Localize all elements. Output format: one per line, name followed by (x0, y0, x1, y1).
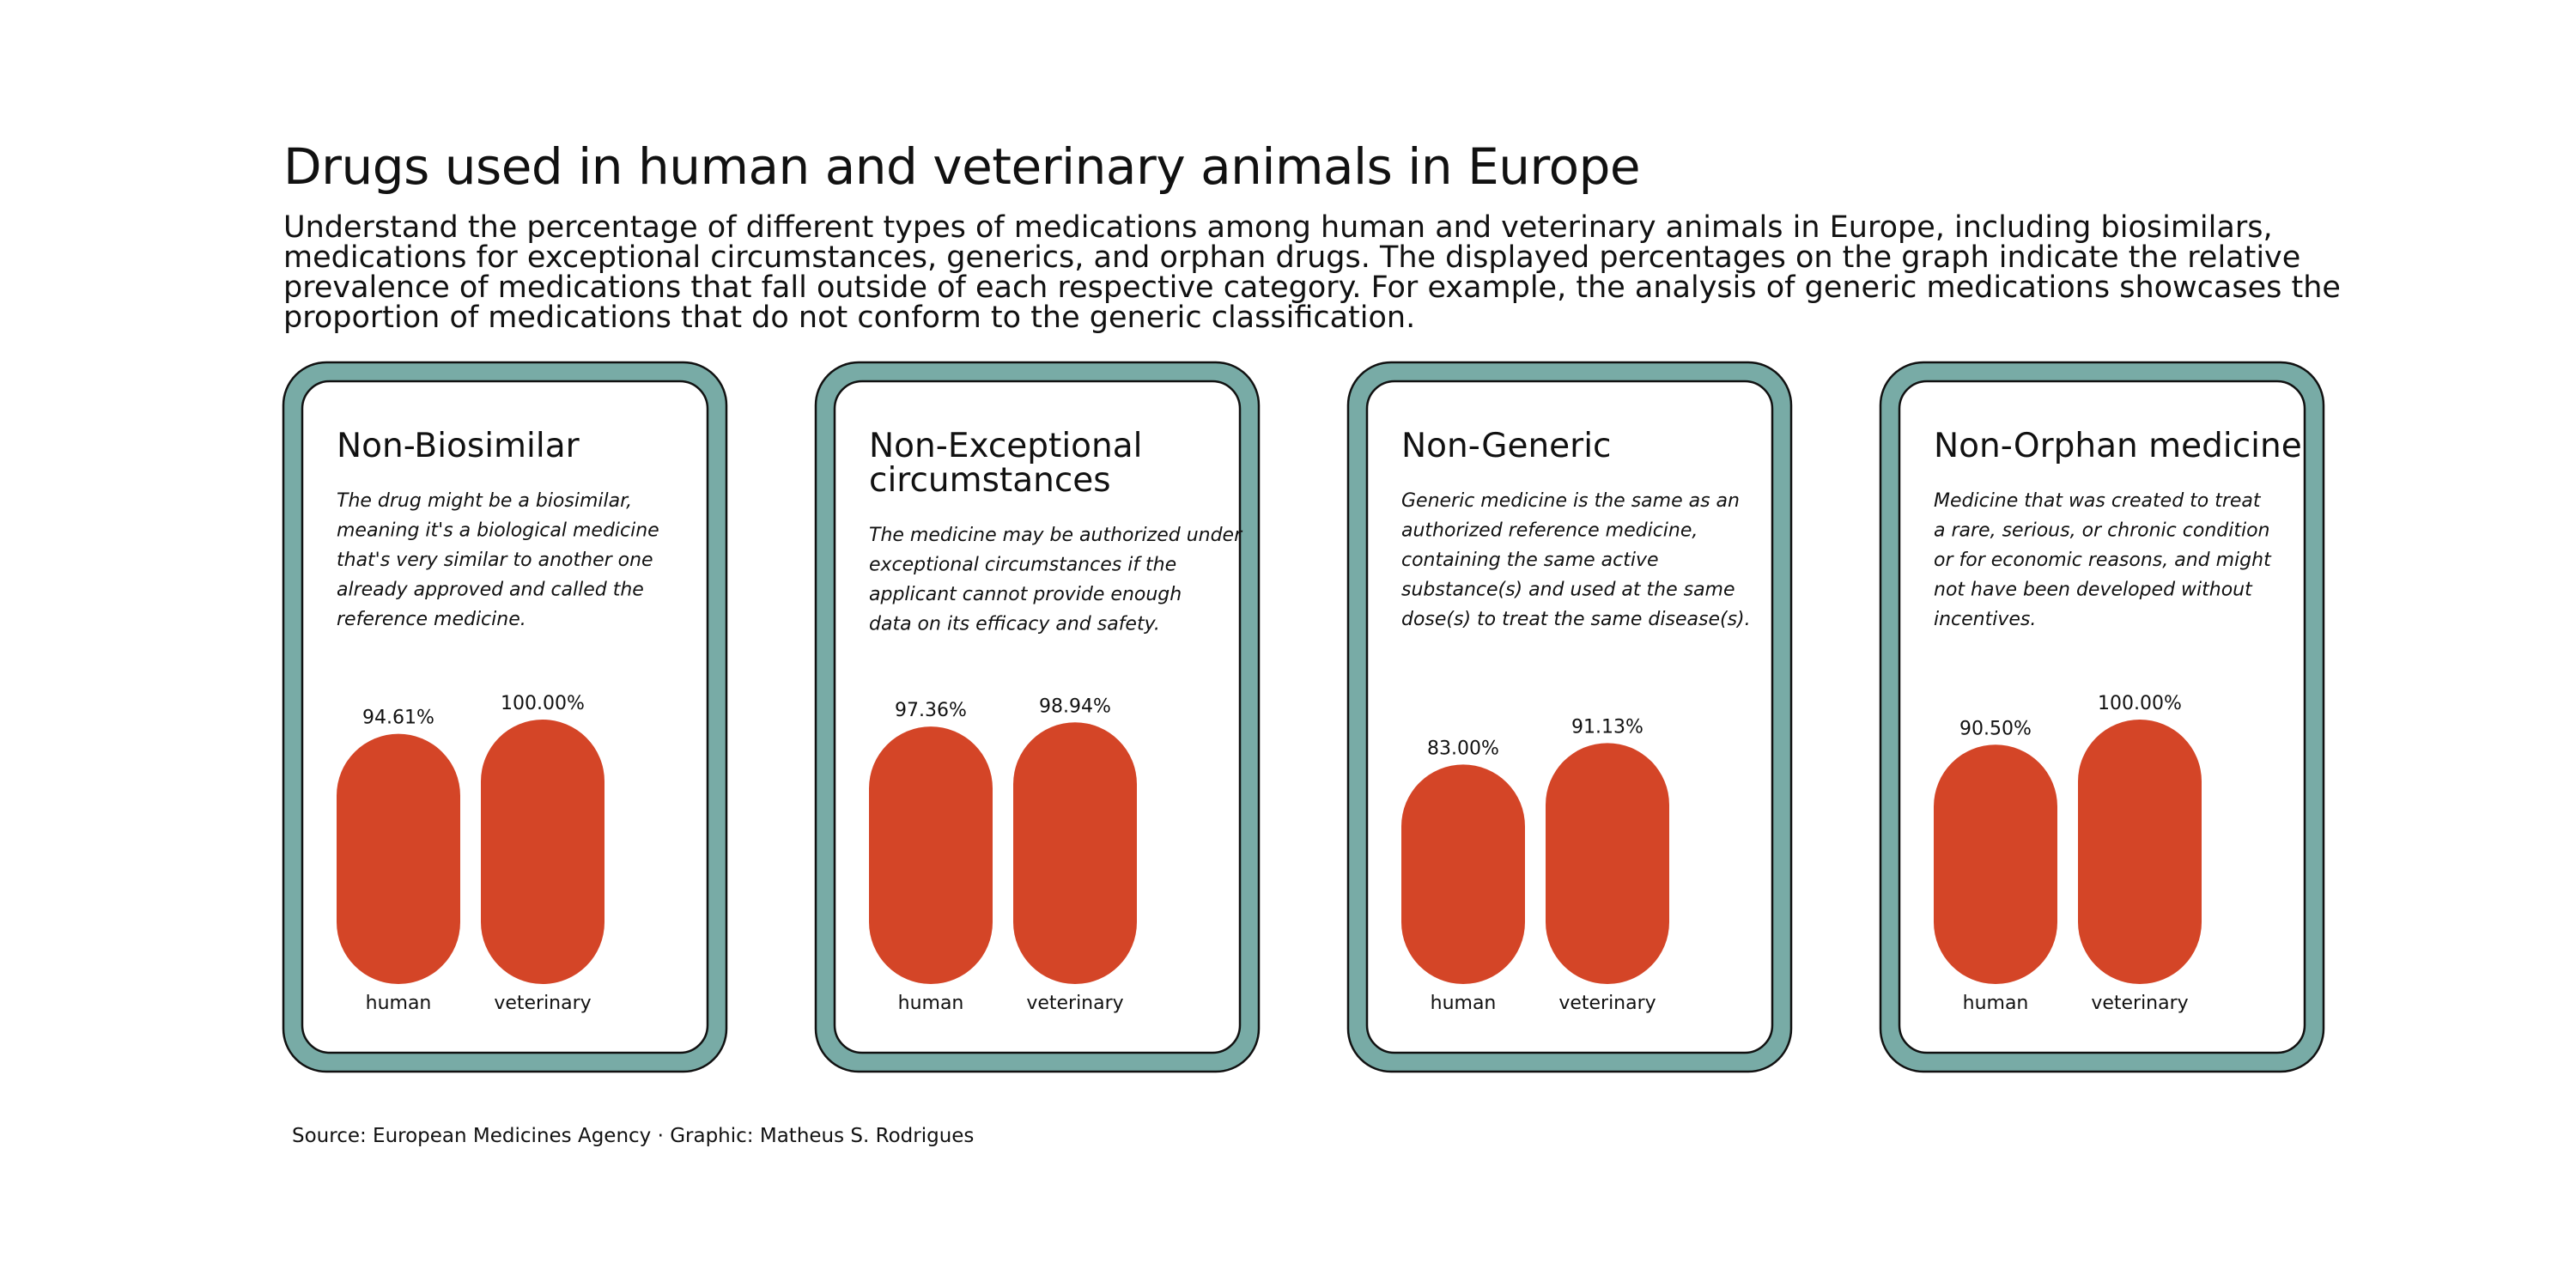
card-frame (814, 361, 1261, 1073)
bar-veterinary (481, 720, 605, 984)
bar-veterinary (2078, 720, 2202, 984)
card-frame (1879, 361, 2325, 1073)
card-panel (833, 380, 1242, 1054)
bar-veterinary (1013, 722, 1137, 984)
value-label: 100.00% (2098, 693, 2182, 714)
value-label: 98.94% (1039, 696, 1111, 717)
card-panel (1365, 380, 1774, 1054)
category-label: human (1431, 993, 1497, 1014)
category-label: veterinary (2091, 993, 2188, 1014)
category-label: veterinary (1026, 993, 1123, 1014)
bar-human (337, 733, 460, 984)
value-label: 97.36% (895, 700, 967, 721)
card-title: Non-Orphan medicine (1934, 427, 2302, 465)
card-description: Generic medicine is the same as an author… (1401, 490, 1751, 630)
category-label: human (898, 993, 964, 1014)
card-panel (1898, 380, 2306, 1054)
card-title: Non-Generic (1401, 427, 1612, 465)
value-label: 83.00% (1427, 738, 1499, 759)
bar-veterinary (1546, 743, 1669, 984)
value-label: 90.50% (1959, 718, 2032, 739)
page-subtitle: Understand the percentage of different t… (283, 210, 2341, 335)
page-title: Drugs used in human and veterinary anima… (283, 137, 1641, 196)
bar-human (869, 726, 993, 984)
bar-human (1934, 744, 2057, 984)
card-description: The medicine may be authorized under exce… (869, 525, 1243, 635)
value-label: 94.61% (362, 708, 434, 729)
value-label: 100.00% (501, 693, 585, 714)
card-title: Non-Biosimilar (337, 427, 580, 465)
bar-human (1401, 764, 1525, 984)
card-frame (282, 361, 728, 1073)
category-label: human (1963, 993, 2029, 1014)
card-title: Non-Exceptional circumstances (869, 427, 1143, 500)
card-panel (301, 380, 709, 1054)
category-label: veterinary (1558, 993, 1656, 1014)
card-frame (1346, 361, 1793, 1073)
category-label: human (366, 993, 432, 1014)
value-label: 91.13% (1571, 716, 1643, 738)
category-label: veterinary (494, 993, 591, 1014)
card-description: Medicine that was created to treat a rare… (1934, 490, 2272, 630)
source-note: Source: European Medicines Agency · Grap… (292, 1125, 975, 1147)
card-description: The drug might be a biosimilar, meaning i… (337, 490, 659, 630)
